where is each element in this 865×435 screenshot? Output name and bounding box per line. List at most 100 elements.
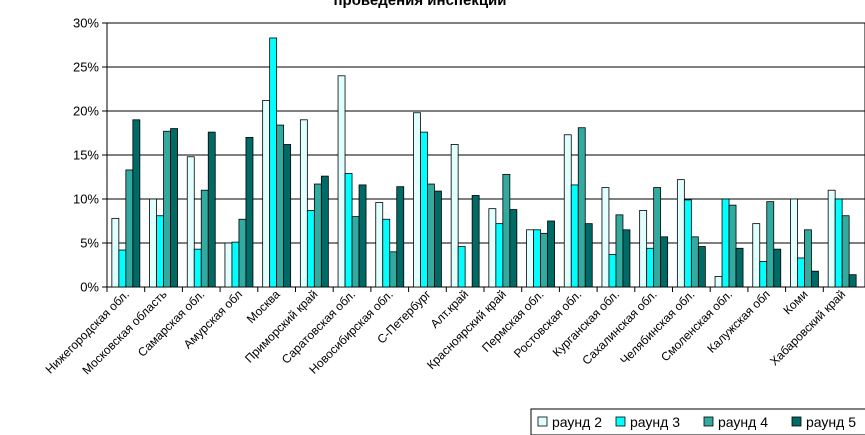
bar bbox=[132, 119, 141, 288]
bar bbox=[125, 169, 134, 288]
bar bbox=[834, 198, 843, 288]
bar bbox=[502, 173, 511, 288]
legend-box bbox=[530, 408, 865, 435]
bar bbox=[269, 37, 278, 288]
bar bbox=[358, 184, 367, 288]
bar bbox=[773, 248, 782, 288]
bar bbox=[238, 218, 247, 288]
category-label: Самарская обл. bbox=[135, 287, 207, 359]
bar bbox=[714, 276, 723, 288]
legend-swatch bbox=[537, 416, 548, 427]
bar bbox=[735, 247, 744, 288]
bar bbox=[262, 100, 271, 288]
y-tick-label: 0% bbox=[80, 280, 99, 295]
legend-swatch bbox=[615, 416, 626, 427]
bar bbox=[766, 201, 775, 288]
bar bbox=[848, 274, 857, 288]
bar bbox=[653, 187, 662, 288]
legend: раунд 2 раунд 3 раунд 4 раунд 5 bbox=[530, 408, 865, 435]
legend-label: раунд 5 bbox=[806, 414, 856, 430]
bar bbox=[526, 229, 534, 288]
bar bbox=[149, 198, 157, 288]
bar bbox=[683, 199, 692, 288]
bar bbox=[186, 156, 195, 288]
bar bbox=[728, 204, 737, 288]
bar bbox=[299, 119, 308, 288]
category-label: Коми bbox=[780, 287, 810, 317]
y-tick-label: 5% bbox=[80, 236, 99, 251]
bar bbox=[827, 189, 836, 288]
bar bbox=[690, 236, 699, 288]
plot-area: 0%5%10%15%20%25%30%Нижегородская обл.Мос… bbox=[43, 16, 865, 377]
bar bbox=[804, 229, 812, 288]
bar bbox=[577, 127, 586, 288]
legend-swatch bbox=[791, 416, 802, 427]
bar bbox=[790, 198, 798, 288]
y-tick-label: 15% bbox=[73, 148, 99, 163]
bar bbox=[389, 251, 398, 288]
bar bbox=[170, 128, 178, 288]
legend-swatch bbox=[703, 416, 714, 427]
bar bbox=[488, 208, 497, 288]
bar bbox=[676, 179, 685, 288]
bar bbox=[200, 189, 209, 288]
bar bbox=[841, 215, 850, 288]
bar bbox=[427, 183, 435, 288]
y-tick-label: 10% bbox=[73, 192, 99, 207]
bar bbox=[759, 261, 768, 288]
bar bbox=[396, 186, 405, 288]
legend-label: раунд 2 bbox=[552, 414, 602, 430]
bar bbox=[797, 257, 805, 288]
bar bbox=[320, 175, 329, 288]
bar bbox=[420, 131, 428, 288]
legend-label: раунд 3 bbox=[630, 414, 680, 430]
bar bbox=[193, 248, 202, 288]
bar bbox=[608, 254, 617, 288]
bar bbox=[375, 202, 384, 288]
bar bbox=[207, 131, 216, 288]
bar bbox=[660, 236, 669, 288]
bar bbox=[563, 134, 572, 288]
legend-label: раунд 4 bbox=[718, 414, 768, 430]
bar bbox=[450, 144, 459, 288]
category-label: Ростовская обл. bbox=[511, 287, 584, 360]
bar bbox=[163, 130, 171, 288]
bar bbox=[639, 210, 648, 288]
bar bbox=[344, 173, 353, 288]
y-tick-label: 30% bbox=[73, 16, 99, 31]
bar bbox=[646, 247, 655, 288]
bar bbox=[245, 136, 254, 288]
bar bbox=[313, 183, 322, 288]
bar bbox=[811, 270, 819, 288]
bar bbox=[434, 190, 442, 288]
bar bbox=[601, 187, 610, 288]
bar bbox=[276, 124, 285, 288]
bar bbox=[457, 246, 466, 288]
chart-title: проведения инспекции bbox=[333, 0, 506, 9]
bar bbox=[306, 210, 315, 288]
bar bbox=[721, 198, 730, 288]
bar bbox=[283, 144, 292, 288]
bar bbox=[495, 223, 504, 288]
bar bbox=[118, 249, 127, 288]
bar bbox=[547, 220, 555, 288]
category-label: Курганская обл. bbox=[550, 287, 622, 359]
y-tick-label: 20% bbox=[73, 104, 99, 119]
bar bbox=[570, 184, 579, 288]
bar bbox=[540, 232, 548, 288]
bar bbox=[156, 215, 164, 288]
bar bbox=[752, 223, 761, 288]
bar bbox=[382, 218, 391, 288]
bar bbox=[224, 242, 233, 288]
bar bbox=[509, 209, 518, 288]
bar bbox=[533, 229, 541, 288]
y-tick-label: 25% bbox=[73, 60, 99, 75]
bar bbox=[111, 217, 120, 288]
bar bbox=[231, 241, 240, 288]
bar bbox=[584, 223, 593, 288]
bar bbox=[622, 229, 631, 288]
bar bbox=[337, 75, 346, 288]
bar bbox=[615, 214, 624, 288]
bar bbox=[413, 112, 421, 288]
